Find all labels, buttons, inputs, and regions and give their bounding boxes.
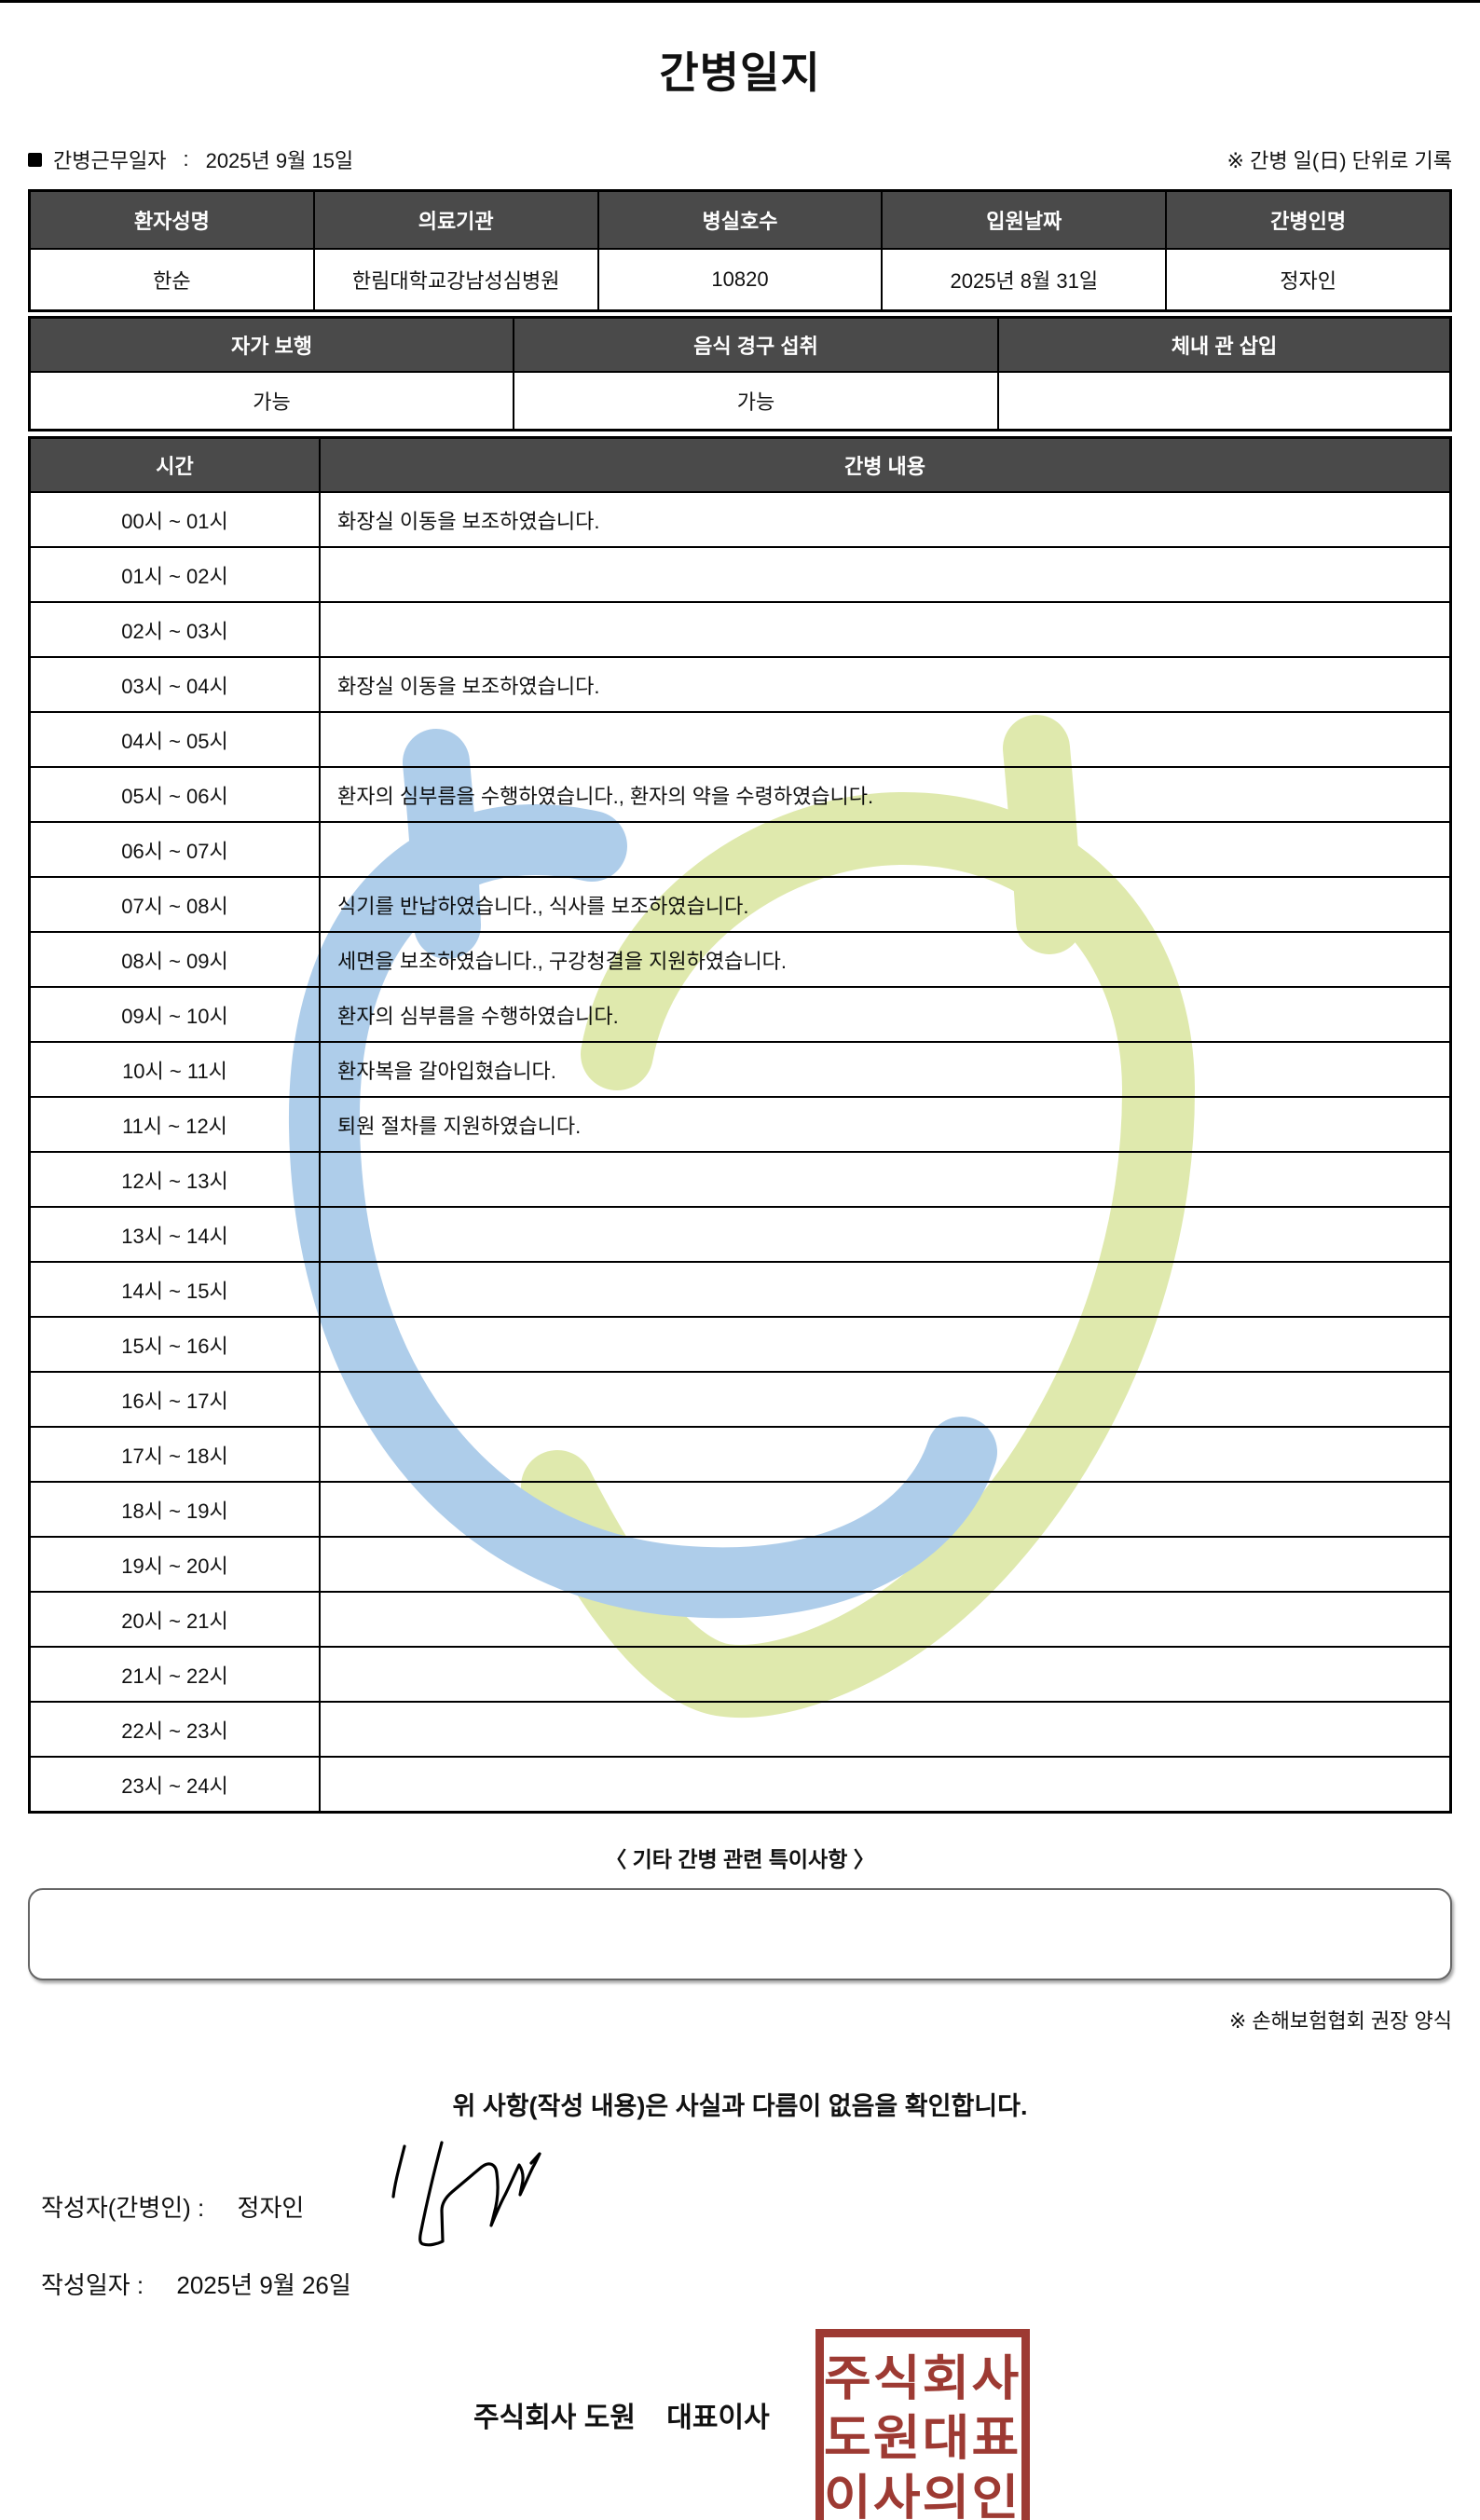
tube-insertion-header: 체내 관 삽입 [999, 319, 1449, 371]
care-time-cell: 13시 ~ 14시 [31, 1208, 319, 1261]
care-time-cell: 19시 ~ 20시 [31, 1538, 319, 1591]
oral-intake-header: 음식 경구 섭취 [514, 319, 997, 371]
special-notes-box [28, 1888, 1452, 1980]
room-number-header: 병실호수 [598, 192, 882, 248]
care-content-cell [321, 1208, 1449, 1261]
care-time-cell: 15시 ~ 16시 [31, 1318, 319, 1371]
work-date-line: 간병근무일자 : 2025년 9월 15일 [28, 144, 353, 174]
care-time-cell: 12시 ~ 13시 [31, 1153, 319, 1206]
care-time-cell: 02시 ~ 03시 [31, 603, 319, 656]
content-column-header: 간병 내용 [321, 439, 1449, 491]
writer-name: 정자인 [237, 2194, 305, 2222]
caregiver-name-header: 간병인명 [1167, 192, 1449, 248]
care-time-cell: 14시 ~ 15시 [31, 1263, 319, 1316]
care-time-cell: 08시 ~ 09시 [31, 933, 319, 986]
care-time-cell: 17시 ~ 18시 [31, 1428, 319, 1481]
care-time-cell: 03시 ~ 04시 [31, 658, 319, 711]
page-title: 간병일지 [659, 48, 821, 97]
care-content-cell: 퇴원 절차를 지원하였습니다. [321, 1098, 1449, 1151]
form-note: ※ 손해보험협회 권장 양식 [1228, 2009, 1452, 2033]
write-date-line: 작성일자 : 2025년 9월 26일 [41, 2267, 1452, 2301]
stamp-line-3: 이사의인 [824, 2472, 1021, 2520]
company-name: 주식회사 도원 대표이사 [473, 2403, 770, 2433]
care-content-cell [321, 823, 1449, 876]
hourly-care-table: 시간 간병 내용 00시 ~ 01시 화장실 이동을 보조하였습니다. 01시 … [28, 436, 1452, 1814]
care-time-cell: 09시 ~ 10시 [31, 988, 319, 1041]
square-bullet-icon [28, 152, 42, 167]
care-time-cell: 10시 ~ 11시 [31, 1043, 319, 1096]
care-time-cell: 05시 ~ 06시 [31, 768, 319, 821]
care-content-cell [321, 1483, 1449, 1536]
care-content-cell [321, 1758, 1449, 1811]
work-date-label: 간병근무일자 [53, 149, 167, 172]
corporate-seal-stamp: 주식회사 도원대표 이사의인 [815, 2329, 1030, 2520]
patient-name-header: 환자성명 [31, 192, 313, 248]
seal-section: 주식회사 도원 대표이사 주식회사 도원대표 이사의인 [28, 2308, 1452, 2520]
caregiver-name-value: 정자인 [1167, 250, 1449, 309]
patient-name-value: 한순 [31, 250, 313, 309]
care-time-cell: 01시 ~ 02시 [31, 548, 319, 601]
care-content-cell [321, 1428, 1449, 1481]
care-content-cell: 세면을 보조하였습니다., 구강청결을 지원하였습니다. [321, 933, 1449, 986]
care-time-cell: 06시 ~ 07시 [31, 823, 319, 876]
care-content-cell [321, 713, 1449, 766]
self-walking-header: 자가 보행 [31, 319, 513, 371]
care-content-cell [321, 1648, 1449, 1701]
care-content-cell: 화장실 이동을 보조하였습니다. [321, 493, 1449, 546]
write-date-value: 2025년 9월 26일 [176, 2271, 351, 2299]
care-time-cell: 16시 ~ 17시 [31, 1373, 319, 1426]
care-time-cell: 22시 ~ 23시 [31, 1703, 319, 1756]
room-number-value: 10820 [598, 250, 882, 309]
care-content-cell [321, 1593, 1449, 1646]
care-time-cell: 11시 ~ 12시 [31, 1098, 319, 1151]
special-notes-title: 〈 기타 간병 관련 특이사항 〉 [605, 1847, 875, 1871]
hospital-value: 한림대학교강남성심병원 [314, 250, 597, 309]
care-content-cell [321, 1703, 1449, 1756]
tube-insertion-value [999, 373, 1449, 429]
care-content-cell: 화장실 이동을 보조하였습니다. [321, 658, 1449, 711]
care-content-cell [321, 1153, 1449, 1206]
work-date-value: 2025년 9월 15일 [205, 149, 354, 172]
stamp-line-2: 도원대표 [824, 2413, 1021, 2466]
care-content-cell [321, 1538, 1449, 1591]
admission-date-value: 2025년 8월 31일 [883, 250, 1166, 309]
patient-info-table: 환자성명 의료기관 병실호수 입원날짜 간병인명 한순 한림대학교강남성심병원 … [28, 189, 1452, 312]
write-date-label: 작성일자 : [41, 2271, 144, 2299]
patient-status-table: 자가 보행 음식 경구 섭취 체내 관 삽입 가능 가능 [28, 316, 1452, 431]
care-content-cell: 환자의 심부름을 수행하였습니다., 환자의 약을 수령하였습니다. [321, 768, 1449, 821]
care-time-cell: 23시 ~ 24시 [31, 1758, 319, 1811]
care-time-cell: 07시 ~ 08시 [31, 878, 319, 931]
meta-row: 간병근무일자 : 2025년 9월 15일 ※ 간병 일(日) 단위로 기록 [28, 144, 1452, 174]
care-content-cell [321, 1318, 1449, 1371]
stamp-line-1: 주식회사 [824, 2353, 1021, 2406]
unit-note: ※ 간병 일(日) 단위로 기록 [1226, 149, 1452, 172]
caregiver-signature [391, 2141, 541, 2247]
confirmation-statement: 위 사항(작성 내용)은 사실과 다름이 없음을 확인합니다. [452, 2092, 1028, 2120]
care-content-cell [321, 1263, 1449, 1316]
care-content-cell [321, 548, 1449, 601]
writer-line: 작성자(간병인) : 정자인 [41, 2141, 1452, 2247]
care-content-cell: 환자복을 갈아입혔습니다. [321, 1043, 1449, 1096]
care-time-cell: 00시 ~ 01시 [31, 493, 319, 546]
time-column-header: 시간 [31, 439, 319, 491]
work-date-separator: : [183, 147, 189, 171]
care-time-cell: 21시 ~ 22시 [31, 1648, 319, 1701]
care-time-cell: 20시 ~ 21시 [31, 1593, 319, 1646]
care-time-cell: 18시 ~ 19시 [31, 1483, 319, 1536]
care-content-cell [321, 1373, 1449, 1426]
self-walking-value: 가능 [31, 373, 513, 429]
oral-intake-value: 가능 [514, 373, 997, 429]
care-time-cell: 04시 ~ 05시 [31, 713, 319, 766]
hospital-header: 의료기관 [314, 192, 597, 248]
care-content-cell: 환자의 심부름을 수행하였습니다. [321, 988, 1449, 1041]
care-content-cell [321, 603, 1449, 656]
admission-date-header: 입원날짜 [883, 192, 1166, 248]
writer-label: 작성자(간병인) : [41, 2194, 205, 2222]
care-content-cell: 식기를 반납하였습니다., 식사를 보조하였습니다. [321, 878, 1449, 931]
